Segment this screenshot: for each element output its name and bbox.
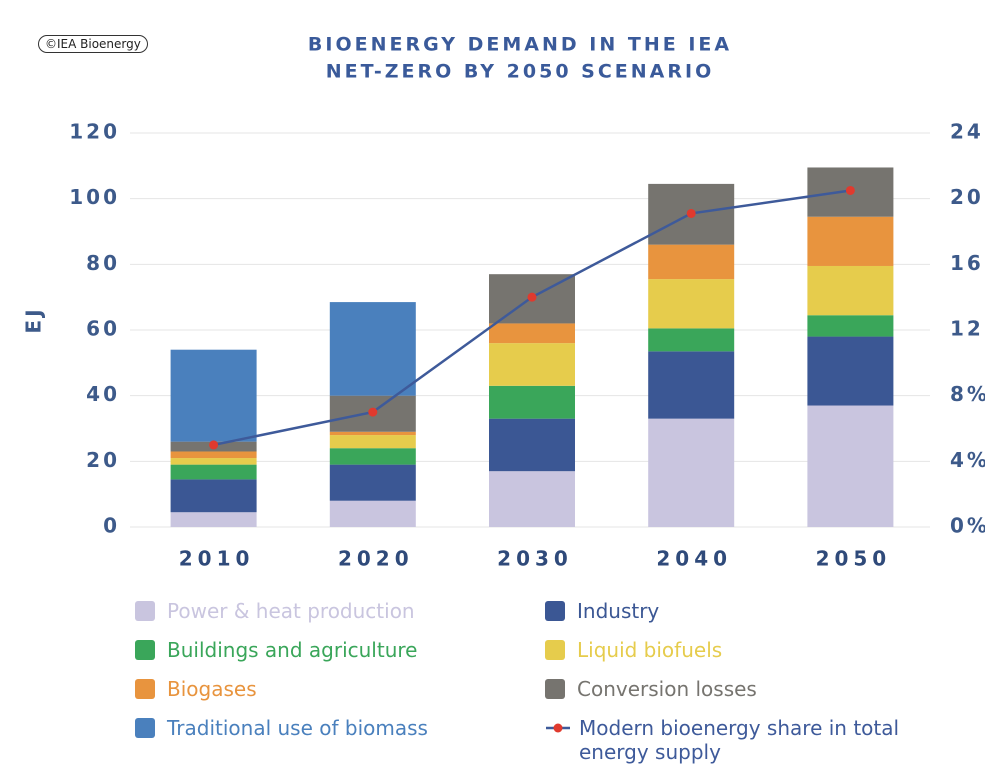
bar-segment <box>807 315 894 337</box>
legend-swatch <box>135 640 155 660</box>
y-tick-label: 40 <box>86 382 120 406</box>
y-tick-label: 60 <box>86 317 120 341</box>
line-marker <box>527 292 537 302</box>
legend-item: Biogases <box>135 677 257 701</box>
bar-segment <box>329 431 416 436</box>
bar-segment <box>648 328 735 352</box>
bar-segment <box>648 351 735 419</box>
y-tick-label: 80 <box>86 251 120 275</box>
legend-label: Biogases <box>167 677 257 701</box>
x-tick-label: 2030 <box>497 547 573 571</box>
legend-item: Traditional use of biomass <box>135 716 428 740</box>
bar-segment <box>329 464 416 501</box>
bar-segment <box>170 451 257 459</box>
bar-segment <box>489 385 575 419</box>
legend-item: Power & heat production <box>135 599 415 623</box>
legend-swatch <box>545 601 565 621</box>
bar-segment <box>170 458 257 465</box>
bar-segment <box>489 323 575 344</box>
legend-label: Liquid biofuels <box>577 638 723 662</box>
legend-item: Industry <box>545 599 925 623</box>
x-tick-label: 2040 <box>656 547 732 571</box>
bar-segment <box>648 279 735 329</box>
legend-swatch <box>135 601 155 621</box>
y-tick-label: 20 <box>86 448 120 472</box>
legend-swatch <box>546 723 570 733</box>
bar-segment <box>329 302 416 396</box>
chart-title: NET-ZERO BY 2050 SCENARIO <box>326 61 714 83</box>
y-tick-label: 100 <box>69 185 120 209</box>
line-marker <box>845 185 855 195</box>
legend-swatch <box>545 679 565 699</box>
logo: ©IEA Bioenergy <box>38 35 148 53</box>
bar-segment <box>489 471 575 527</box>
y2-tick-label: 12 <box>950 317 984 341</box>
x-tick-label: 2010 <box>179 547 255 571</box>
x-tick-label: 2020 <box>338 547 414 571</box>
legend-label: Conversion losses <box>577 677 757 701</box>
line-marker <box>368 407 378 417</box>
line-marker <box>686 208 696 218</box>
bar-segment <box>170 464 257 480</box>
legend-swatch <box>545 640 565 660</box>
bar-segment <box>648 418 735 527</box>
x-tick-label: 2050 <box>816 547 892 571</box>
bar-segment <box>807 405 894 527</box>
legend-swatch <box>135 679 155 699</box>
legend-label: Traditional use of biomass <box>167 716 428 740</box>
y2-tick-label: 20 <box>950 185 984 209</box>
bar-segment <box>489 418 575 472</box>
y-axis-label: EJ <box>22 306 46 333</box>
legend-item: Conversion losses <box>545 677 925 701</box>
bar-segment <box>807 265 894 316</box>
bar-segment <box>329 448 416 465</box>
bar-segment <box>170 349 257 442</box>
y2-tick-label: 8% <box>950 382 985 406</box>
bar-segment <box>170 512 257 527</box>
y2-tick-label: 4% <box>950 448 985 472</box>
y2-tick-label: 24 <box>950 120 984 144</box>
bar-segment <box>489 343 575 386</box>
bar-segment <box>807 336 894 406</box>
legend-label: Industry <box>577 599 660 623</box>
line-marker <box>209 440 219 450</box>
legend-label: Buildings and agriculture <box>167 638 418 662</box>
legend-label: Modern bioenergy share in total energy s… <box>579 716 900 764</box>
legend-item: Liquid biofuels <box>545 638 925 662</box>
bar-segment <box>329 500 416 527</box>
legend-item: Buildings and agriculture <box>135 638 417 662</box>
chart-title: BIOENERGY DEMAND IN THE IEA <box>308 34 732 56</box>
bar-segment <box>170 479 257 513</box>
bar-segment <box>807 216 894 266</box>
y-tick-label: 0 <box>103 514 120 538</box>
bar-segment <box>329 435 416 449</box>
legend-swatch <box>135 718 155 738</box>
legend-item: Modern bioenergy share in total energy s… <box>545 716 925 764</box>
y2-tick-label: 16 <box>950 251 984 275</box>
legend-label: Power & heat production <box>167 599 415 623</box>
bar-segment <box>648 244 735 280</box>
y2-tick-label: 0% <box>950 514 985 538</box>
y-tick-label: 120 <box>69 120 120 144</box>
